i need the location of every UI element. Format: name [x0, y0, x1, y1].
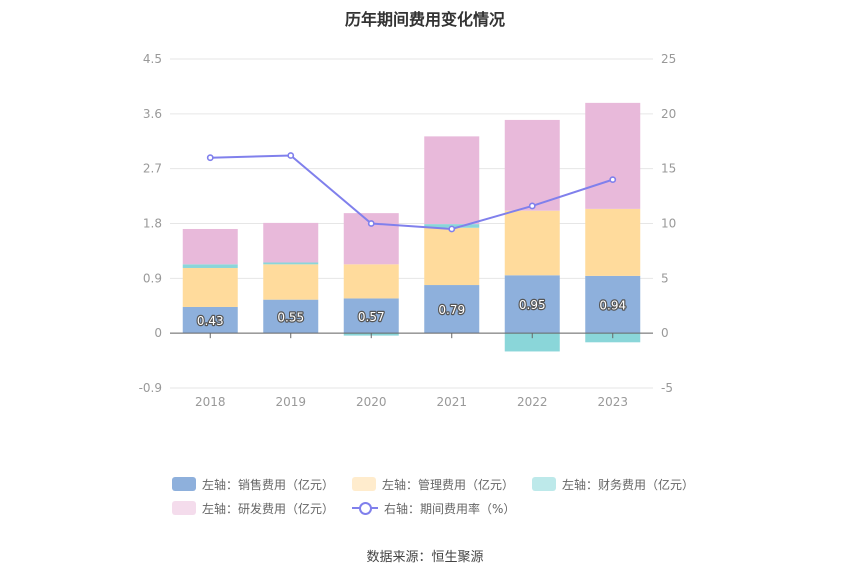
- bar-2-2018[interactable]: [182, 264, 238, 268]
- rate-point-2018[interactable]: [206, 154, 214, 162]
- sales-data-label: 0.94: [599, 299, 626, 313]
- left-tick-label: 4.5: [143, 52, 162, 66]
- left-tick-label: 3.6: [143, 107, 162, 121]
- left-tick-label: 0.9: [143, 271, 162, 285]
- bar-1-2018[interactable]: [182, 267, 238, 307]
- legend-label-rnd: 左轴：研发费用（亿元）: [202, 501, 335, 516]
- x-tick-label: 2022: [517, 395, 548, 409]
- bar-layer: [182, 102, 641, 352]
- legend-item-admin[interactable]: 左轴：管理费用（亿元）: [352, 476, 514, 493]
- right-tick-label: 25: [661, 52, 676, 66]
- sales-data-label: 0.57: [358, 310, 385, 324]
- legend-swatch-admin: [352, 477, 377, 491]
- bar-1-2019[interactable]: [263, 264, 319, 300]
- right-tick-label: 20: [661, 107, 676, 121]
- x-tick-label: 2019: [275, 395, 306, 409]
- bar-3-2018[interactable]: [182, 228, 238, 265]
- bar-1-2020[interactable]: [343, 264, 399, 299]
- right-tick-label: 10: [661, 217, 676, 231]
- bar-1-2022[interactable]: [504, 210, 560, 276]
- x-tick-label: 2023: [597, 395, 628, 409]
- sales-data-label: 0.43: [197, 314, 224, 328]
- sales-data-label: 0.79: [438, 303, 465, 317]
- chart-plot: 4.5 3.6 2.7 1.8 0.9 0 -0.9 25 20 15 10 5 0 -5 2018 2019…: [139, 52, 677, 409]
- right-tick-label: 0: [661, 326, 669, 340]
- grid-lines: [170, 58, 653, 389]
- legend: 左轴：销售费用（亿元） 左轴：管理费用（亿元） 左轴：财务费用（亿元） 左轴：研…: [172, 472, 694, 520]
- bar-1-2021[interactable]: [424, 227, 480, 286]
- axis-layer: 4.5 3.6 2.7 1.8 0.9 0 -0.9 25 20 15 10 5 0 -5 2018 2019…: [139, 52, 677, 409]
- sales-data-label: 0.55: [277, 310, 304, 324]
- right-tick-label: 15: [661, 162, 676, 176]
- legend-swatch-finance: [532, 477, 557, 491]
- bar-0-2023[interactable]: [585, 275, 641, 334]
- left-tick-label: -0.9: [139, 381, 162, 395]
- data-label-layer: 0.43 0.55 0.57 0.79 0.95 0.94: [196, 297, 628, 329]
- legend-item-rnd[interactable]: 左轴：研发费用（亿元）: [172, 500, 334, 517]
- bar-3-2022[interactable]: [504, 119, 560, 211]
- bar-3-2023[interactable]: [585, 102, 641, 209]
- x-tick-label: 2020: [356, 395, 387, 409]
- bar-0-2020[interactable]: [343, 298, 399, 334]
- legend-item-finance[interactable]: 左轴：财务费用（亿元）: [532, 476, 694, 493]
- legend-item-sales[interactable]: 左轴：销售费用（亿元）: [172, 476, 334, 493]
- bar-0-2018[interactable]: [182, 306, 238, 334]
- line-layer: [206, 152, 617, 233]
- legend-label-rate: 右轴：期间费用率（%）: [384, 501, 516, 516]
- bar-3-2021[interactable]: [424, 136, 480, 225]
- legend-label-admin: 左轴：管理费用（亿元）: [382, 477, 515, 492]
- sales-data-label: 0.95: [519, 298, 546, 312]
- bar-0-2022[interactable]: [504, 275, 560, 334]
- bar-0-2021[interactable]: [424, 285, 480, 334]
- left-tick-label: 2.7: [143, 162, 162, 176]
- rate-line: [210, 154, 614, 230]
- rate-point-2022[interactable]: [528, 202, 536, 210]
- bar-0-2019[interactable]: [263, 299, 319, 334]
- x-tick-label: 2021: [436, 395, 467, 409]
- bar-3-2019[interactable]: [263, 222, 319, 263]
- legend-swatch-rnd: [172, 501, 196, 515]
- x-tick-label: 2018: [195, 395, 226, 409]
- data-source: 数据来源：恒生聚源: [366, 550, 484, 565]
- rate-point-2020[interactable]: [367, 220, 375, 227]
- legend-item-rate[interactable]: 右轴：期间费用率（%）: [352, 500, 515, 517]
- rate-point-2019[interactable]: [287, 152, 295, 159]
- rate-point-2021[interactable]: [448, 225, 456, 233]
- left-tick-label: 1.8: [143, 217, 162, 231]
- left-tick-label: 0: [154, 326, 162, 340]
- legend-label-finance: 左轴：财务费用（亿元）: [562, 477, 695, 492]
- right-tick-label: 5: [661, 271, 669, 285]
- right-tick-label: -5: [661, 381, 673, 395]
- legend-line-rate: [352, 501, 379, 515]
- bar-2-2022[interactable]: [504, 333, 560, 352]
- bar-2-2019[interactable]: [263, 262, 319, 265]
- rate-point-2023[interactable]: [609, 176, 617, 184]
- chart-title: 历年期间费用变化情况: [344, 10, 505, 29]
- legend-swatch-sales: [172, 477, 196, 491]
- legend-label-sales: 左轴：销售费用（亿元）: [202, 477, 335, 492]
- bar-1-2023[interactable]: [585, 208, 641, 276]
